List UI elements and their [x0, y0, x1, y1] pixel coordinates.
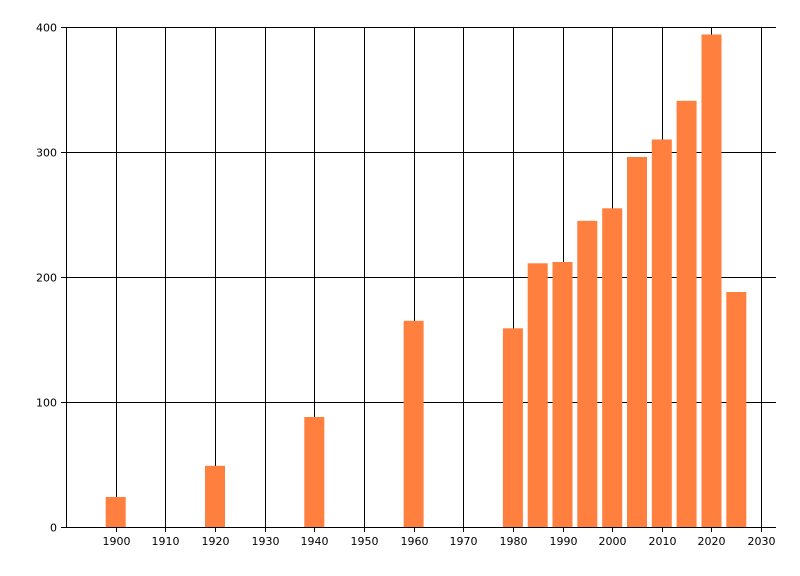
bar	[726, 292, 747, 527]
bar	[105, 497, 126, 527]
bar	[676, 100, 697, 528]
bar	[205, 465, 225, 528]
axes	[61, 27, 776, 532]
x-tick-label: 1930	[252, 535, 280, 548]
x-tick-label: 2010	[649, 535, 677, 548]
bar	[552, 262, 573, 527]
x-tick-label: 1990	[550, 535, 578, 548]
x-tick-label: 2030	[748, 535, 776, 548]
x-tick-label: 1910	[152, 535, 180, 548]
bar	[502, 328, 523, 528]
bar	[651, 139, 672, 527]
bar	[577, 220, 598, 528]
x-tick-label: 1900	[103, 535, 131, 548]
y-tick-label: 0	[50, 522, 57, 535]
x-tick-label: 1940	[301, 535, 329, 548]
x-tick-label: 1970	[450, 535, 478, 548]
bar	[701, 34, 722, 527]
y-tick-label: 100	[36, 397, 57, 410]
y-tick-label: 200	[36, 272, 57, 285]
tick-labels: 0 100 200 300 400 1900 1910 1920 1930 1940 1950 196…	[36, 22, 776, 549]
bar	[527, 263, 548, 528]
bar	[627, 157, 647, 527]
x-tick-label: 2020	[698, 535, 726, 548]
x-tick-label: 1960	[401, 535, 429, 548]
bars	[105, 34, 747, 528]
x-tick-label: 2000	[599, 535, 627, 548]
bar	[304, 417, 325, 527]
bar	[403, 320, 424, 528]
y-tick-label: 300	[36, 147, 57, 160]
y-tick-label: 400	[36, 22, 57, 35]
x-tick-label: 1980	[500, 535, 528, 548]
bar	[602, 208, 623, 528]
x-tick-label: 1920	[202, 535, 230, 548]
x-tick-label: 1950	[351, 535, 379, 548]
